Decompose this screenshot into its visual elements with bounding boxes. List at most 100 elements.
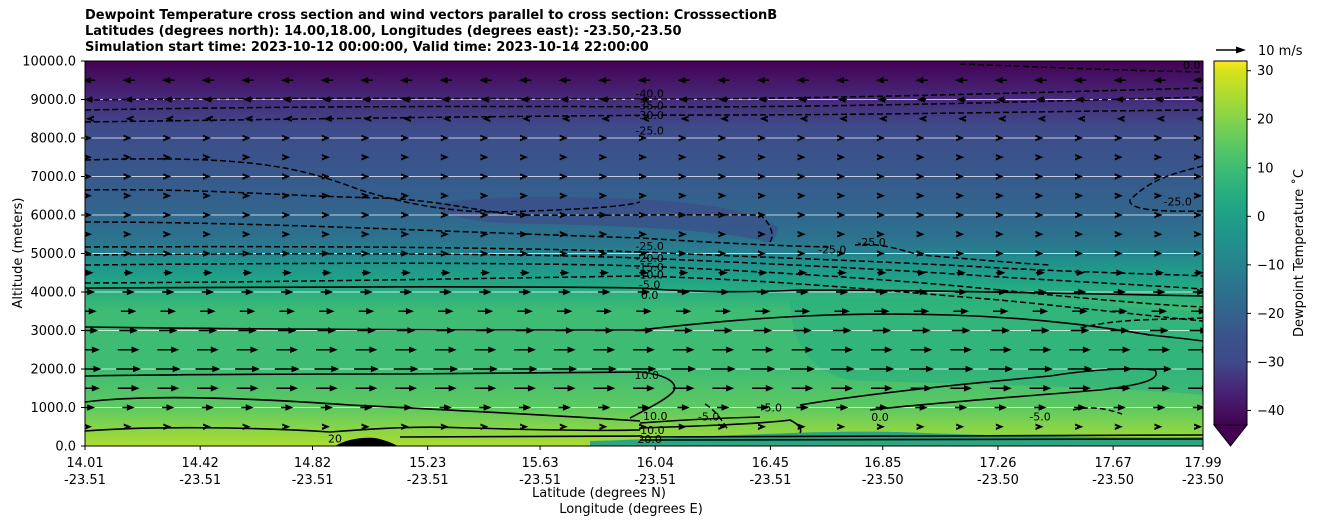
wind-vector-arrow <box>995 134 1004 142</box>
wind-vector-arrow <box>996 96 1006 103</box>
wind-vector-arrow <box>1028 365 1053 373</box>
wind-vector-arrow <box>639 134 647 142</box>
contour-line-dashed <box>1072 407 1123 415</box>
x-tick-label-lon: -23.51 <box>749 473 791 488</box>
wind-vector-arrow <box>553 385 576 392</box>
wind-vector-arrow <box>872 327 892 334</box>
wind-vector-arrow <box>598 404 611 411</box>
wind-vector-arrow <box>1115 269 1125 276</box>
wind-vector-arrow <box>123 269 134 276</box>
wind-vector-arrow <box>393 365 419 373</box>
wind-vector-arrow <box>909 365 934 373</box>
colorbar-tick-label: −20 <box>1257 307 1284 322</box>
wind-vector-arrow <box>1148 346 1171 353</box>
wind-vector-arrow <box>1035 250 1044 257</box>
y-tick-label: 10000.0 <box>22 55 76 70</box>
wind-vector-arrow <box>157 385 180 392</box>
wind-vector-arrow <box>123 250 132 257</box>
wind-vector-arrow <box>599 173 608 180</box>
wind-vector-arrow <box>1111 308 1128 315</box>
wind-vector-arrow <box>948 365 974 373</box>
x-tick-label-lon: -23.50 <box>862 473 904 488</box>
wind-vector-arrow <box>718 269 728 276</box>
wind-vector-arrow <box>793 327 812 334</box>
contour-line-dashed <box>85 158 641 213</box>
wind-vector-arrow <box>678 211 687 219</box>
wind-vector-arrow <box>637 288 651 296</box>
wind-vector-arrow <box>401 250 410 257</box>
wind-vector-arrow <box>910 385 933 392</box>
wind-vector-arrow <box>831 346 854 353</box>
wind-vector-arrow <box>321 423 330 430</box>
wind-vector-arrow <box>674 327 693 334</box>
wind-vector-arrow <box>995 192 1004 199</box>
wind-vector-arrow <box>479 404 492 411</box>
wind-vector-arrow <box>639 269 649 276</box>
wind-vector-arrow <box>120 308 137 315</box>
wind-vector-arrow <box>357 327 376 334</box>
wind-vector-arrow <box>85 154 92 161</box>
wind-vector-arrow <box>480 173 489 180</box>
wind-vector-arrow <box>201 404 215 411</box>
x-tick-label-lon: -23.51 <box>179 473 221 488</box>
wind-vector-arrow <box>163 154 172 161</box>
wind-vector-arrow <box>993 308 1009 315</box>
wind-vector-arrow <box>202 173 211 180</box>
wind-vector-arrow <box>474 385 497 392</box>
wind-vector-arrow <box>718 231 727 238</box>
wind-vector-arrow <box>85 327 99 334</box>
wind-vector-arrow <box>1113 404 1126 411</box>
wind-vector-arrow <box>282 173 291 180</box>
wind-vector-arrow <box>85 135 92 141</box>
y-axis-label: Altitude (meters) <box>11 198 26 309</box>
wind-vector-arrow <box>355 385 378 392</box>
wind-vector-arrow <box>1110 327 1130 334</box>
wind-vector-arrow <box>678 250 687 257</box>
wind-vector-arrow <box>797 211 806 219</box>
y-tick-label: 1000.0 <box>31 401 77 416</box>
wind-vector-arrow <box>951 327 971 334</box>
wind-vector-arrow <box>1154 134 1163 142</box>
wind-vector-arrow <box>837 211 846 219</box>
wind-vector-arrow <box>1075 231 1084 238</box>
wind-vector-arrow <box>116 365 142 373</box>
wind-vector-arrow <box>321 134 330 142</box>
wind-vector-arrow <box>163 250 172 257</box>
wind-vector-arrow <box>877 269 887 276</box>
wind-vector-arrow <box>915 288 928 296</box>
wind-vector-arrow <box>871 385 893 392</box>
x-axis-label-longitude: Longitude (degrees E) <box>559 502 703 517</box>
wind-vector-arrow <box>85 308 97 315</box>
contour-label: 10.0 <box>640 424 665 437</box>
wind-vector-arrow <box>395 346 417 353</box>
wind-vector-arrow <box>1154 250 1163 257</box>
wind-vector-arrow <box>1075 250 1084 257</box>
wind-vector-arrow <box>678 154 687 161</box>
wind-vector-arrow <box>876 211 885 219</box>
wind-vector-arrow <box>122 77 135 84</box>
wind-vector-arrow <box>758 250 767 257</box>
colorbar-tick-label: −10 <box>1257 258 1284 273</box>
wind-vector-arrow <box>401 423 410 430</box>
contour-line-dashed <box>1079 317 1203 329</box>
y-tick-label: 3000.0 <box>31 324 77 339</box>
wind-vector-arrow <box>956 192 965 199</box>
colorbar-tick-label: −30 <box>1257 355 1284 370</box>
wind-vector-arrow <box>994 404 1007 411</box>
wind-vector-arrow <box>797 192 806 199</box>
terrain-silhouette <box>335 437 398 446</box>
wind-vector-arrow <box>718 423 727 430</box>
wind-vector-arrow <box>85 77 96 84</box>
contour-label: 20.0 <box>637 433 662 446</box>
wind-vector-arrow <box>1075 211 1084 219</box>
wind-vector-arrow <box>398 308 414 315</box>
wind-vector-arrow <box>831 385 854 392</box>
wind-vector-arrow <box>242 134 251 142</box>
wind-vector-arrow <box>160 308 177 315</box>
wind-vector-arrow <box>401 269 411 276</box>
wind-vector-arrow <box>1192 404 1203 411</box>
contour-label: -25.0 <box>635 240 663 253</box>
wind-vector-arrow <box>1114 211 1123 219</box>
wind-vector-arrow <box>954 288 968 296</box>
wind-vector-arrow <box>235 365 260 373</box>
